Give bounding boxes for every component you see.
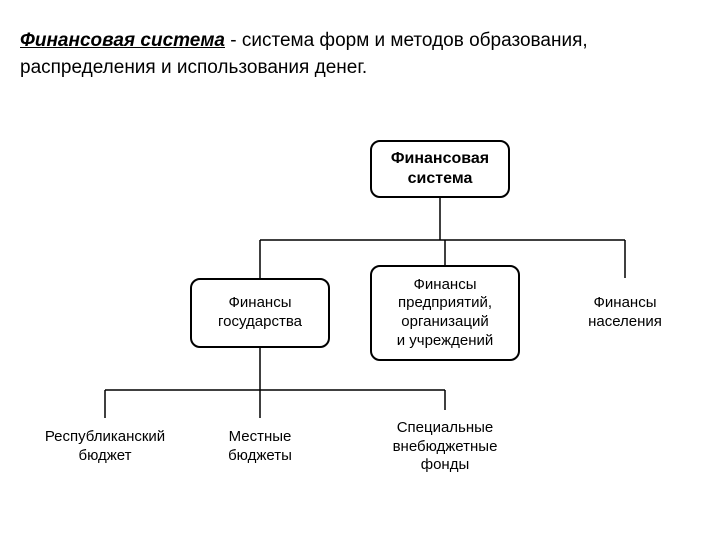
node-label: Финансыпредприятий,организацийи учрежден… [397,276,494,351]
node-local-budgets: Местныебюджеты [200,418,320,476]
node-label: Специальныевнебюджетныефонды [393,419,498,475]
node-label: Финансыгосударства [218,294,302,332]
node-special-funds: Специальныевнебюджетныефонды [370,410,520,484]
diagram-canvas: { "title": { "term": "Финансовая система… [0,0,720,540]
node-financial-system: Финансоваясистема [370,140,510,198]
node-state-finance: Финансыгосударства [190,278,330,348]
node-label: Финансынаселения [588,294,662,332]
node-population-finance: Финансынаселения [560,278,690,348]
node-enterprise-finance: Финансыпредприятий,организацийи учрежден… [370,265,520,361]
node-label: Финансоваясистема [391,149,489,189]
title-term: Финансовая система [20,30,225,51]
node-republican-budget: Республиканскийбюджет [30,418,180,476]
page-title: Финансовая система - система форм и мето… [20,28,680,81]
node-label: Местныебюджеты [228,428,292,466]
node-label: Республиканскийбюджет [45,428,165,466]
